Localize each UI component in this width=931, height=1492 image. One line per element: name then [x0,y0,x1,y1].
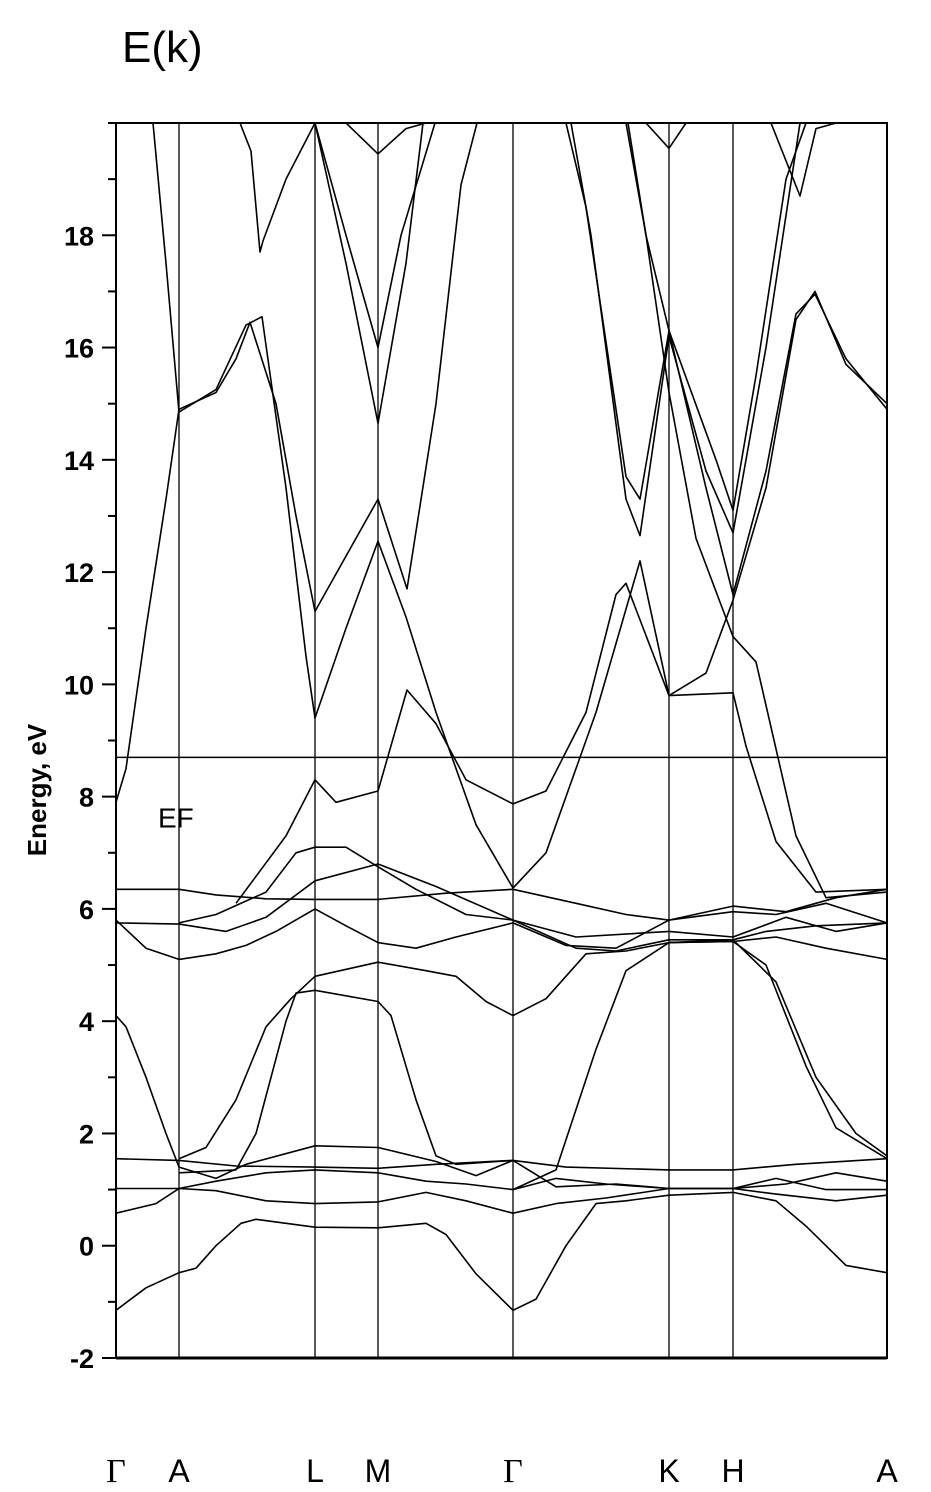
energy-band [116,1169,887,1191]
energy-band [345,122,427,155]
y-axis-label: Energy, eV [22,723,52,856]
fermi-level-label: EF [158,802,194,833]
energy-band [668,290,888,697]
y-tick-label: 4 [79,1007,94,1037]
y-tick-label: 14 [64,446,94,476]
energy-band [115,122,478,803]
x-tick-label: H [721,1453,744,1489]
energy-band [115,902,888,961]
x-tick-label: Γ [503,1453,523,1490]
x-tick-label: A [876,1453,898,1489]
energy-band [512,940,888,1191]
energy-band [239,122,424,425]
plot-area [115,122,888,1360]
energy-band [770,122,837,197]
y-tick-label: 0 [79,1232,94,1262]
energy-band [570,122,801,537]
energy-band [152,122,670,889]
x-tick-label: Γ [106,1453,126,1490]
y-tick-label: 10 [64,670,94,700]
x-tick-label: A [168,1453,190,1489]
energy-band [314,122,436,349]
energy-band [235,582,888,904]
y-tick-label: -2 [70,1344,94,1374]
energy-band [178,936,888,1160]
energy-band [115,1187,888,1214]
energy-band [627,122,888,899]
x-tick-label: M [365,1453,392,1489]
energy-band [645,122,687,150]
y-tick-label: 18 [64,221,94,251]
energy-band [668,938,888,1157]
chart-title: E(k) [122,23,203,72]
energy-band [115,1191,888,1312]
y-tick-label: 12 [64,558,94,588]
x-tick-label: K [658,1453,679,1489]
energy-band [565,122,807,512]
energy-band [116,888,888,921]
x-tick-label: L [306,1453,324,1489]
y-tick-label: 16 [64,334,94,364]
energy-band [115,1015,888,1190]
band-lines [115,122,888,1312]
energy-band [178,846,888,938]
y-tick-label: 8 [79,783,94,813]
y-tick-label: 6 [79,895,94,925]
energy-band [178,989,514,1174]
y-tick-label: 2 [79,1119,94,1149]
y-axis: -2 0 2 4 6 8 10 12 14 16 18 [64,122,116,1374]
